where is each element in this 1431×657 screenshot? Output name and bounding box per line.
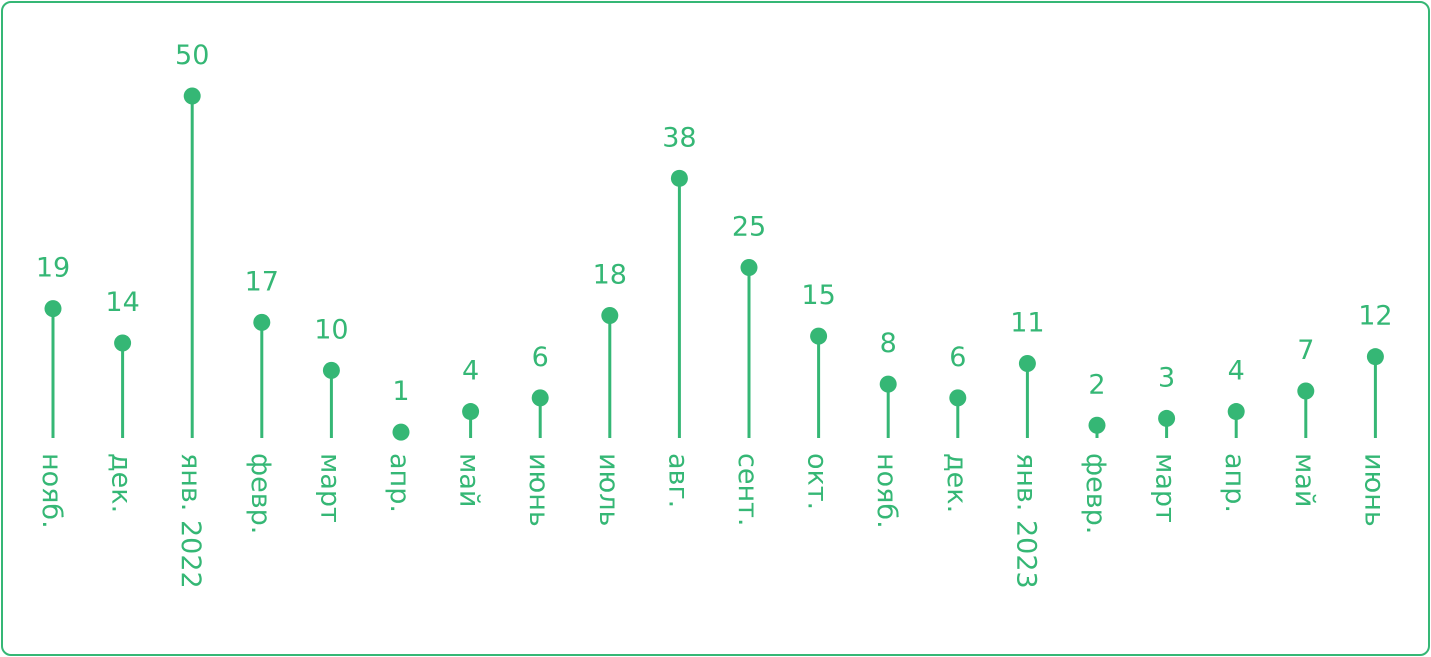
data-label: 25 [732,212,766,243]
data-label: 6 [532,342,549,373]
lollipop-dot [740,259,758,276]
data-label: 14 [105,287,139,318]
data-label: 18 [593,260,627,291]
lollipop-dot [183,87,201,105]
lollipop-dot [1158,409,1176,427]
data-label: 50 [175,40,209,71]
data-label: 4 [1228,356,1245,387]
data-label: 7 [1297,335,1314,366]
data-label: 11 [1010,308,1044,339]
lollipop-dot [1088,416,1106,434]
data-label: 38 [662,122,696,153]
x-tick-label: март [1150,453,1181,523]
data-label: 12 [1358,301,1392,332]
lollipop-dot [253,313,271,331]
data-label: 6 [949,342,966,373]
lollipop-dot [1018,355,1036,373]
data-label: 19 [36,253,70,284]
x-tick-label: апр. [1219,453,1250,513]
data-label: 3 [1158,362,1175,393]
x-tick-label: февр. [1080,453,1111,534]
lollipop-dot [44,300,62,318]
x-tick-label: июнь [523,453,554,527]
data-label: 2 [1088,369,1105,400]
x-tick-label: янв. 2023 [1010,453,1041,589]
data-label: 8 [880,328,897,359]
data-label: 15 [801,280,835,311]
x-tick-label: авг. [662,453,693,508]
lollipop-dot [392,423,410,441]
lollipop-dot [949,389,967,407]
lollipop-dot [1227,403,1245,421]
lollipop-dot [810,327,828,345]
x-tick-label: дек. [106,453,137,513]
x-tick-label: нояб. [871,453,902,529]
x-tick-label: апр. [384,453,415,513]
data-label: 10 [314,314,348,345]
x-tick-label: окт. [802,453,833,510]
lollipop-dot [1297,382,1315,400]
x-tick-label: янв. 2022 [175,453,206,589]
x-tick-label: май [1289,453,1320,507]
lollipop-dot [601,307,619,325]
lollipop-dot [322,361,340,379]
lollipop-dot [462,403,480,421]
x-tick-label: июль [593,453,624,526]
lollipop-dot [1366,348,1384,366]
x-tick-label: дек. [941,453,972,513]
x-tick-label: сент. [732,453,763,526]
data-label: 17 [245,266,279,297]
lollipop-dot [670,169,688,187]
data-label: 1 [392,376,409,407]
lollipop-dot [879,375,897,393]
x-tick-label: июнь [1358,453,1389,527]
x-tick-label: март [314,453,345,523]
lollipop-dot [114,334,132,352]
data-label: 4 [462,356,479,387]
x-tick-label: нояб. [36,453,67,529]
x-tick-label: май [454,453,485,507]
x-tick-label: февр. [245,453,276,534]
lollipop-dot [531,389,549,407]
